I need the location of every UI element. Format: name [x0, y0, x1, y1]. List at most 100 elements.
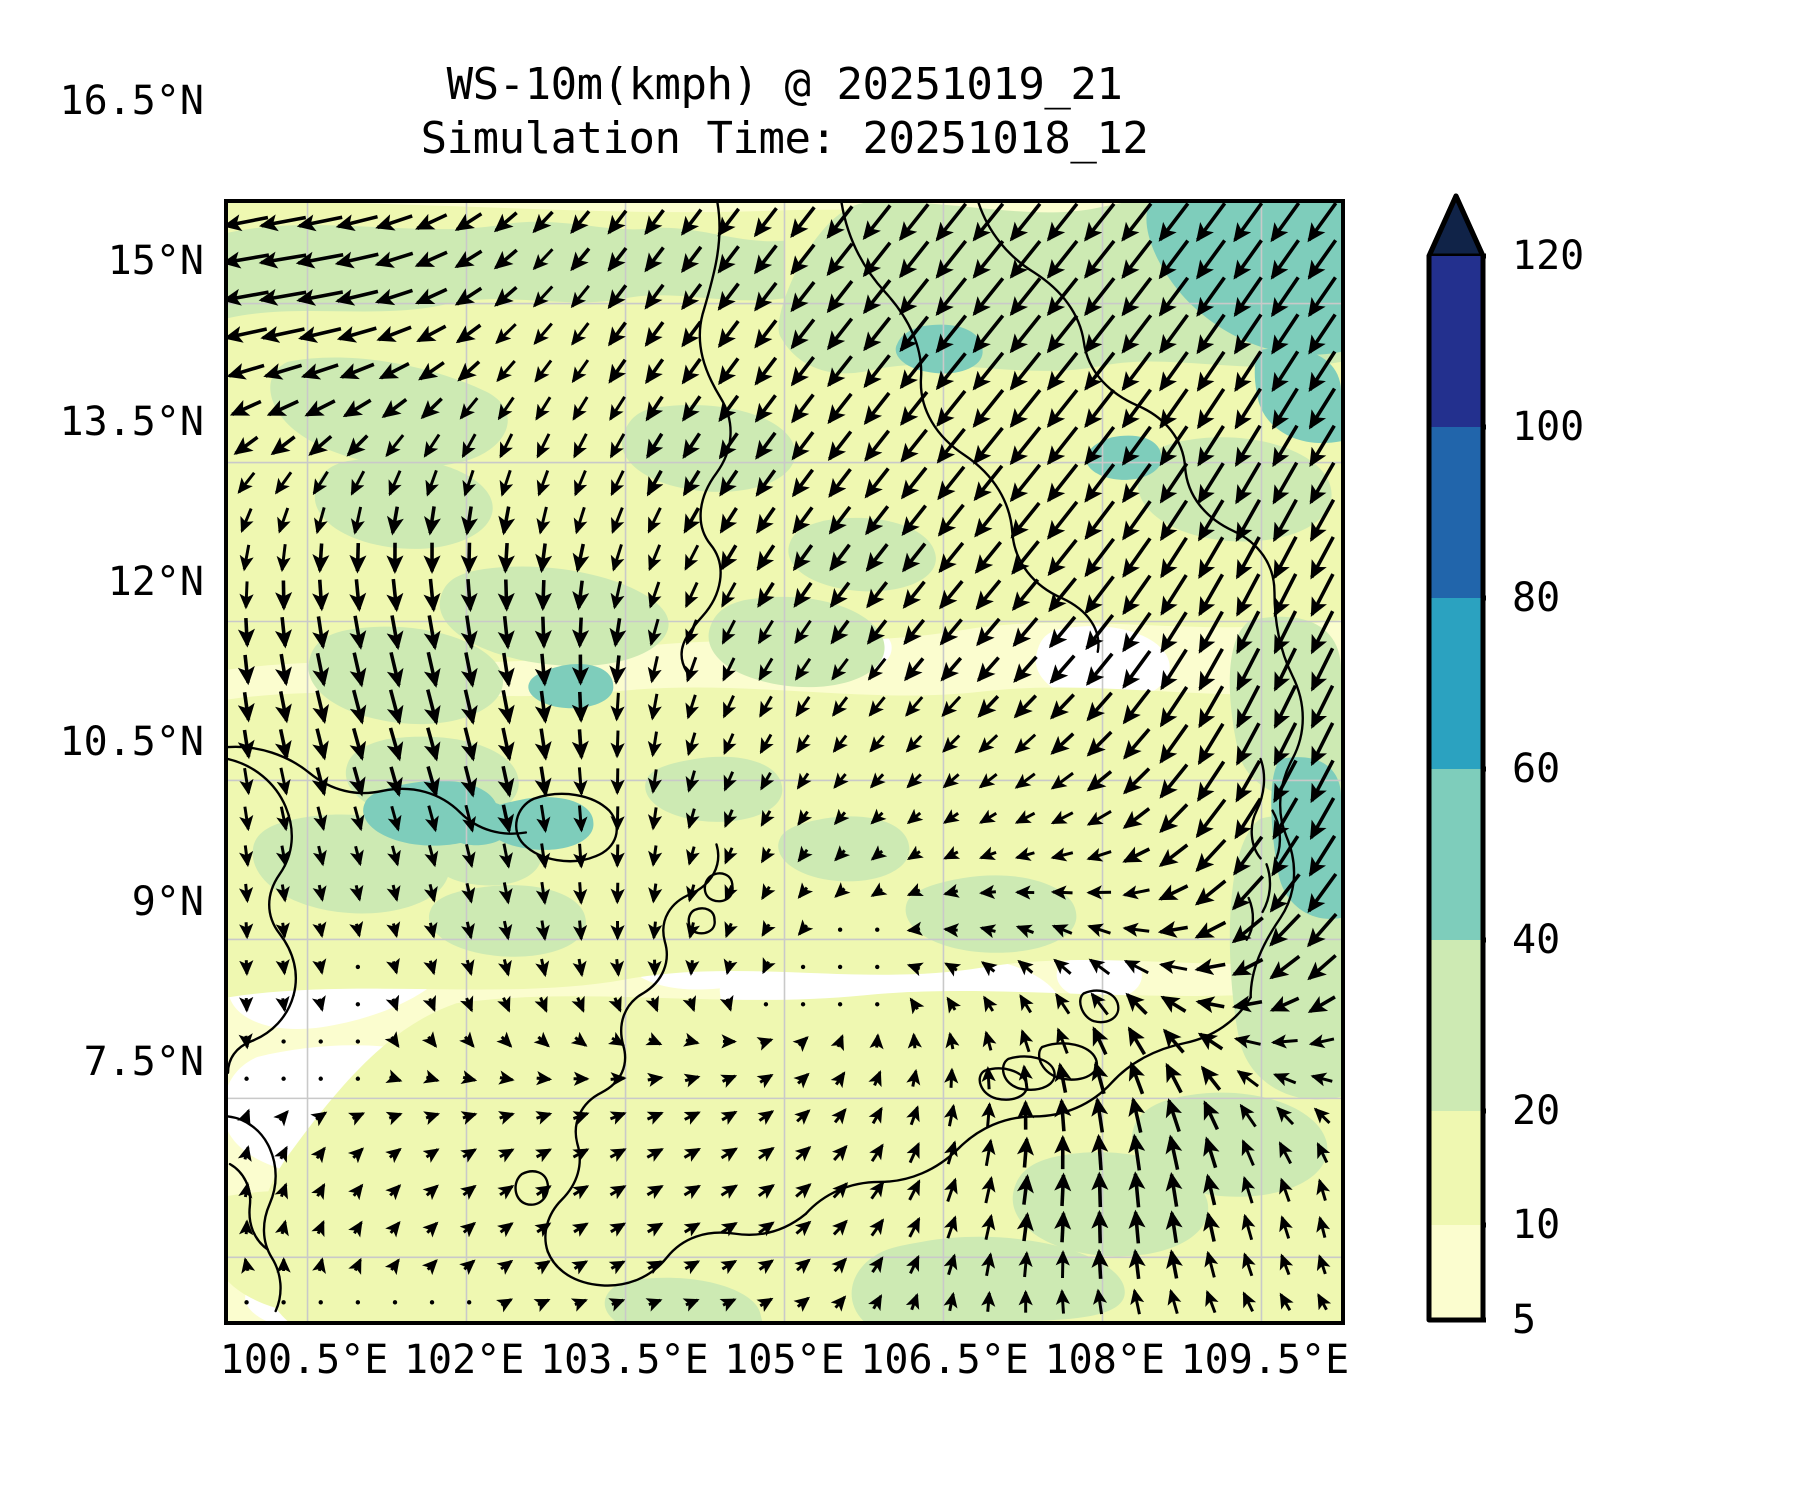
wind-vector-arrow [388, 470, 402, 497]
wind-vector-arrow [421, 1031, 438, 1048]
wind-vector-arrow [384, 1258, 400, 1276]
wind-vector-arrow [1158, 960, 1188, 975]
wind-vector-arrow [1122, 574, 1152, 616]
wind-vector-arrow [1158, 276, 1190, 317]
wind-vector-arrow [757, 619, 774, 645]
wind-vector-arrow [938, 541, 965, 574]
wind-vector-arrow [796, 734, 811, 754]
wind-vector-arrow [1121, 276, 1153, 317]
wind-vector-arrow [645, 395, 664, 422]
wind-vector-arrow [385, 994, 400, 1012]
wind-vector-arrow [1093, 1288, 1108, 1315]
wind-vector-arrow [1122, 846, 1151, 863]
wind-vector-arrow [415, 213, 448, 231]
wind-speed-colorbar[interactable] [1426, 190, 1486, 1325]
wind-vector-arrow [795, 1183, 812, 1199]
wind-vector-arrow [1122, 649, 1152, 689]
wind-vector-arrow [972, 389, 1005, 428]
wind-vector-arrow [720, 1184, 739, 1199]
wind-vector-arrow [493, 211, 518, 233]
wind-vector-arrow [423, 765, 440, 798]
wind-vector-arrow [1009, 203, 1042, 242]
wind-vector-arrow [1310, 684, 1335, 729]
wind-vector-arrow [1091, 1171, 1109, 1208]
wind-vector-arrow [312, 616, 330, 650]
wind-vector-arrow [1091, 1133, 1109, 1171]
wind-vector-arrow [1198, 573, 1225, 617]
wind-vector-arrow [275, 995, 290, 1013]
ytick-label-12N: 12°N [107, 558, 204, 605]
wind-vector-arrow [648, 544, 662, 572]
wind-vector-arrow [349, 543, 367, 574]
wind-vector-arrow [1130, 1288, 1145, 1315]
wind-vector-arrow [300, 363, 339, 380]
wind-vector-arrow [829, 581, 851, 608]
wind-vector-arrow [1159, 803, 1189, 834]
wind-vector-arrow [237, 1108, 251, 1126]
wind-vector-arrow [720, 1110, 738, 1125]
wind-vector-arrow [1017, 959, 1034, 976]
wind-speed-map[interactable] [224, 199, 1345, 1325]
wind-vector-arrow [1279, 1292, 1294, 1312]
wind-vector-arrow [497, 804, 515, 834]
wind-vector-arrow [1310, 573, 1335, 617]
wind-vector-calm [355, 1039, 361, 1044]
wind-vector-arrow [1121, 388, 1153, 429]
wind-vector-arrow [460, 652, 478, 688]
wind-vector-arrow [647, 807, 663, 831]
wind-vector-arrow [1160, 995, 1187, 1013]
wind-vector-arrow [797, 882, 814, 899]
wind-vector-arrow [1198, 610, 1224, 654]
wind-vector-arrow [460, 542, 478, 574]
wind-vector-arrow [863, 316, 892, 352]
wind-vector-arrow [832, 734, 848, 753]
wind-vector-calm [800, 1002, 806, 1007]
wind-vector-arrow [1166, 1249, 1183, 1279]
wind-vector-arrow [270, 435, 296, 456]
wind-vector-arrow [1121, 425, 1152, 466]
wind-vector-arrow [1048, 577, 1077, 613]
wind-vector-arrow [1196, 313, 1226, 355]
wind-vector-arrow [863, 279, 892, 315]
wind-vector-arrow [536, 843, 551, 869]
wind-vector-arrow [277, 507, 291, 534]
wind-vector-arrow [312, 958, 327, 975]
wind-vector-arrow [1269, 954, 1301, 980]
wind-vector-arrow [1310, 536, 1335, 580]
wind-vector-arrow [296, 214, 343, 232]
wind-vector-arrow [1159, 723, 1189, 764]
wind-vector-arrow [942, 772, 960, 789]
wind-vector-arrow [1053, 958, 1072, 975]
wind-vector-arrow [832, 1182, 849, 1199]
wind-vector-arrow [274, 616, 292, 649]
wind-vector-arrow [573, 882, 588, 905]
wind-vector-arrow [570, 210, 591, 234]
wind-vector-arrow [717, 319, 740, 348]
wind-vector-arrow [314, 507, 328, 535]
wind-vector-arrow [1160, 648, 1188, 691]
wind-vector-arrow [1160, 536, 1188, 579]
wind-vector-arrow [1204, 1250, 1219, 1278]
wind-vector-arrow [1019, 1029, 1034, 1053]
wind-vector-arrow [349, 615, 367, 650]
wind-vector-arrow [349, 766, 366, 797]
wind-vector-calm [318, 1076, 323, 1081]
wind-vector-arrow [1203, 1173, 1220, 1206]
wind-vector-arrow [496, 1031, 513, 1048]
wind-vector-arrow [497, 615, 515, 650]
wind-vector-arrow [937, 465, 966, 501]
wind-vector-arrow [1010, 501, 1041, 539]
wind-vector-arrow [832, 696, 849, 717]
xtick-label-109p5E: 109.5°E [1180, 1337, 1350, 1383]
wind-vector-arrow [723, 958, 738, 976]
wind-vector-arrow [1091, 1097, 1109, 1133]
wind-vector-arrow [981, 1290, 996, 1312]
wind-vector-arrow [572, 1111, 590, 1125]
wind-vector-arrow [761, 919, 776, 937]
wind-vector-arrow [533, 322, 553, 345]
wind-vector-arrow [1194, 958, 1226, 976]
wind-vector-arrow [683, 1222, 701, 1237]
wind-vector-arrow [826, 242, 854, 277]
xtick-label-100p5E: 100.5°E [219, 1337, 389, 1383]
wind-vector-arrow [1159, 351, 1189, 392]
